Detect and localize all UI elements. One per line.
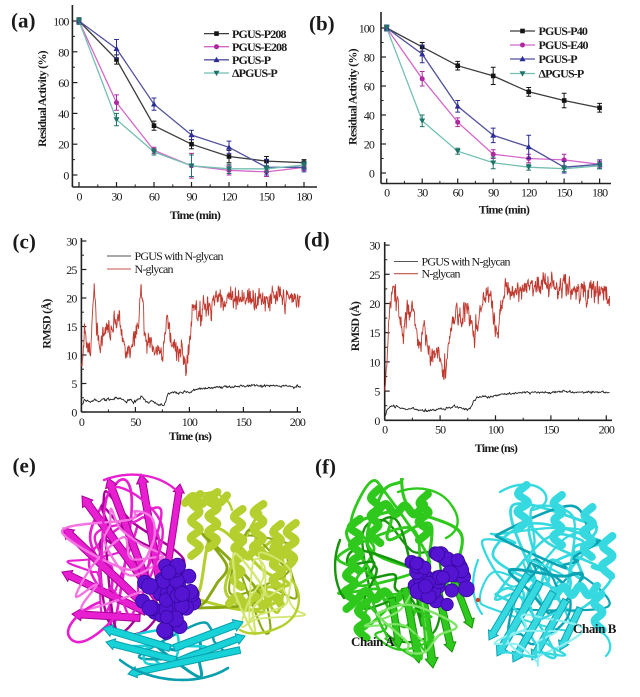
svg-text:PGUS-E208: PGUS-E208 xyxy=(232,40,287,54)
svg-text:40: 40 xyxy=(58,107,69,121)
svg-text:0: 0 xyxy=(76,190,82,204)
svg-text:100: 100 xyxy=(488,423,504,437)
svg-text:30: 30 xyxy=(417,186,428,200)
svg-text:30: 30 xyxy=(111,190,122,204)
svg-text:0: 0 xyxy=(374,414,380,428)
svg-text:Chain B: Chain B xyxy=(573,621,617,636)
svg-text:(a): (a) xyxy=(11,9,36,33)
svg-text:60: 60 xyxy=(149,190,160,204)
svg-text:0: 0 xyxy=(382,423,388,437)
svg-text:150: 150 xyxy=(543,423,559,437)
svg-text:60: 60 xyxy=(58,76,69,90)
svg-text:PGUS-P40: PGUS-P40 xyxy=(539,24,588,38)
svg-text:PGUS with N-glycan: PGUS with N-glycan xyxy=(422,255,511,269)
svg-text:180: 180 xyxy=(592,186,608,200)
svg-text:(f): (f) xyxy=(315,455,336,479)
svg-text:150: 150 xyxy=(556,186,572,200)
svg-text:PGUS-P: PGUS-P xyxy=(232,53,271,67)
svg-text:Chain A: Chain A xyxy=(351,634,395,649)
svg-text:100: 100 xyxy=(182,415,198,429)
svg-text:N-glycan: N-glycan xyxy=(135,262,174,276)
svg-text:200: 200 xyxy=(290,415,306,429)
svg-text:(c): (c) xyxy=(13,230,36,254)
svg-text:200: 200 xyxy=(599,423,615,437)
svg-text:0: 0 xyxy=(369,167,375,181)
svg-text:20: 20 xyxy=(58,138,69,152)
svg-text:50: 50 xyxy=(435,423,446,437)
svg-text:100: 100 xyxy=(53,15,69,29)
svg-text:20: 20 xyxy=(66,292,77,306)
svg-text:60: 60 xyxy=(453,186,464,200)
svg-text:180: 180 xyxy=(296,190,312,204)
svg-text:120: 120 xyxy=(221,190,237,204)
svg-text:(d): (d) xyxy=(304,228,330,252)
svg-text:25: 25 xyxy=(369,268,380,282)
svg-text:PGUS-P: PGUS-P xyxy=(539,52,578,66)
svg-text:0: 0 xyxy=(79,415,85,429)
svg-text:60: 60 xyxy=(364,80,375,94)
svg-text:N-glycan: N-glycan xyxy=(422,267,461,281)
svg-text:15: 15 xyxy=(369,326,380,340)
svg-text:PGUS with N-glycan: PGUS with N-glycan xyxy=(135,249,224,263)
svg-text:Time (ns): Time (ns) xyxy=(475,441,518,455)
svg-text:10: 10 xyxy=(369,355,380,369)
svg-text:ΔPGUS-P: ΔPGUS-P xyxy=(539,67,584,81)
svg-text:PGUS-E40: PGUS-E40 xyxy=(539,38,589,52)
svg-text:80: 80 xyxy=(364,51,375,65)
svg-text:90: 90 xyxy=(186,190,197,204)
svg-text:RMSD (Å): RMSD (Å) xyxy=(348,301,362,351)
svg-text:5: 5 xyxy=(374,385,380,399)
svg-text:Residual Activity (%): Residual Activity (%) xyxy=(35,50,49,147)
svg-text:(b): (b) xyxy=(309,12,335,36)
svg-text:Time (ns): Time (ns) xyxy=(169,429,212,443)
svg-text:5: 5 xyxy=(71,377,77,391)
svg-text:30: 30 xyxy=(369,239,380,253)
svg-text:80: 80 xyxy=(58,45,69,59)
svg-text:150: 150 xyxy=(259,190,275,204)
svg-text:40: 40 xyxy=(364,109,375,123)
svg-text:20: 20 xyxy=(369,297,380,311)
svg-text:Time (min): Time (min) xyxy=(170,208,221,222)
svg-text:PGUS-P208: PGUS-P208 xyxy=(232,27,287,41)
svg-text:(e): (e) xyxy=(13,454,36,478)
svg-text:ΔPGUS-P: ΔPGUS-P xyxy=(232,66,277,80)
svg-text:25: 25 xyxy=(66,263,77,277)
svg-text:100: 100 xyxy=(359,22,375,36)
svg-text:15: 15 xyxy=(66,320,77,334)
svg-text:Residual Activity (%): Residual Activity (%) xyxy=(346,48,360,145)
svg-text:50: 50 xyxy=(130,415,141,429)
svg-text:RMSD (Å): RMSD (Å) xyxy=(40,299,54,349)
svg-text:0: 0 xyxy=(71,406,77,420)
svg-text:0: 0 xyxy=(384,186,390,200)
svg-text:20: 20 xyxy=(364,138,375,152)
svg-text:0: 0 xyxy=(63,169,69,183)
svg-text:30: 30 xyxy=(66,235,77,249)
svg-text:90: 90 xyxy=(488,186,499,200)
svg-text:150: 150 xyxy=(236,415,252,429)
svg-text:120: 120 xyxy=(521,186,537,200)
svg-text:10: 10 xyxy=(66,349,77,363)
svg-text:Time (min): Time (min) xyxy=(479,203,530,217)
